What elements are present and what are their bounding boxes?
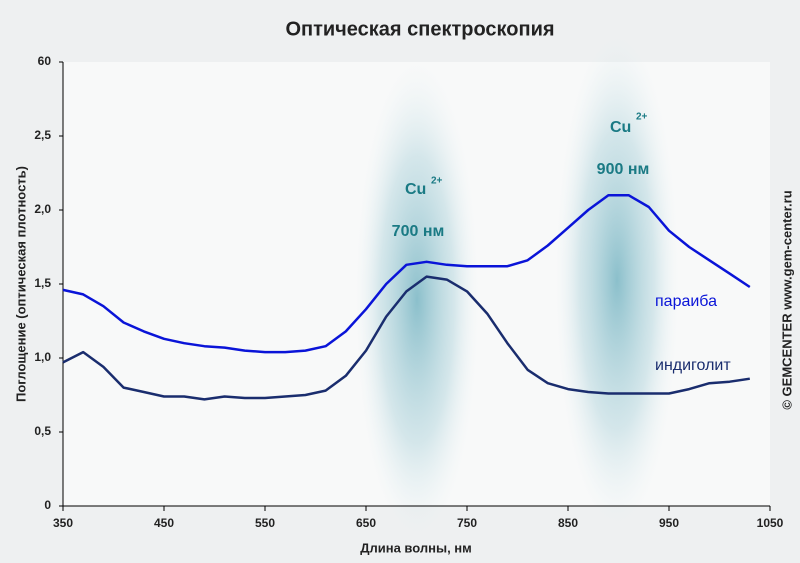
y-tick-label: 0,5 bbox=[34, 424, 51, 438]
x-tick-label: 950 bbox=[659, 516, 679, 530]
credit: © GEMCENTER www.gem-center.ru bbox=[779, 190, 794, 409]
series-line bbox=[62, 193, 751, 354]
x-tick-label: 850 bbox=[558, 516, 578, 530]
annotation: Cu bbox=[405, 181, 426, 198]
x-axis-label: Длина волны, нм bbox=[360, 540, 472, 555]
x-tick-label: 650 bbox=[356, 516, 376, 530]
y-axis-label: Поглощение (оптическая плотность) bbox=[13, 166, 28, 402]
x-tick-label: 350 bbox=[53, 516, 73, 530]
x-tick-label: 750 bbox=[457, 516, 477, 530]
y-tick-label: 1,5 bbox=[34, 276, 51, 290]
x-tick-label: 450 bbox=[154, 516, 174, 530]
y-tick-label: 2,0 bbox=[34, 202, 51, 216]
y-tick-label: 2,5 bbox=[34, 128, 51, 142]
x-tick-label: 1050 bbox=[757, 516, 784, 530]
series-label: индиголит bbox=[655, 357, 731, 374]
y-tick-label: 0 bbox=[44, 498, 51, 512]
annotation: Cu bbox=[610, 119, 631, 136]
series-label: параиба bbox=[655, 293, 717, 310]
y-tick-label: 1,0 bbox=[34, 350, 51, 364]
series-line bbox=[62, 275, 750, 401]
annotation: 900 нм bbox=[597, 161, 650, 178]
x-tick-label: 550 bbox=[255, 516, 275, 530]
annotation: 2+ bbox=[431, 176, 443, 187]
chart-title: Оптическая спектроскопия bbox=[285, 18, 554, 40]
glow bbox=[355, 60, 479, 540]
annotation: 700 нм bbox=[392, 223, 445, 240]
y-tick-label: 60 bbox=[38, 54, 52, 68]
glow bbox=[555, 30, 679, 530]
annotation: 2+ bbox=[636, 112, 648, 123]
